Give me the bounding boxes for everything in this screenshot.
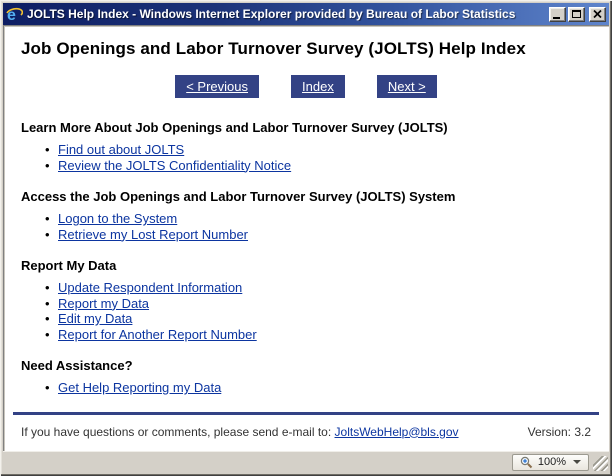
section-access-system: Access the Job Openings and Labor Turnov…	[21, 189, 591, 242]
index-button[interactable]: Index	[291, 75, 345, 98]
title-bar: e JOLTS Help Index - Windows Internet Ex…	[3, 3, 609, 25]
footer: If you have questions or comments, pleas…	[21, 425, 591, 439]
section-learn-more: Learn More About Job Openings and Labor …	[21, 120, 591, 173]
footer-message: If you have questions or comments, pleas…	[21, 424, 332, 439]
update-respondent-info-link[interactable]: Update Respondent Information	[58, 280, 243, 295]
list-item: Update Respondent Information	[45, 280, 591, 296]
zoom-control[interactable]: 100%	[511, 453, 589, 471]
section-heading: Access the Job Openings and Labor Turnov…	[21, 189, 456, 204]
list-item: Get Help Reporting my Data	[45, 380, 591, 396]
svg-text:e: e	[7, 7, 16, 23]
section-report-my-data: Report My Data Update Respondent Informa…	[21, 258, 591, 342]
ie-logo-icon: e	[6, 7, 23, 23]
next-button[interactable]: Next >	[376, 75, 437, 98]
page-content: Job Openings and Labor Turnover Survey (…	[3, 25, 609, 451]
email-link[interactable]: JoltsWebHelp@bls.gov	[334, 424, 459, 439]
maximize-button[interactable]	[568, 6, 585, 22]
close-icon	[593, 10, 602, 18]
section-heading: Report My Data	[21, 258, 117, 273]
magnifier-zoom-icon	[520, 456, 533, 468]
list-item: Find out about JOLTS	[45, 142, 591, 158]
footer-divider	[13, 411, 599, 415]
nav-button-row: < Previous Index Next >	[21, 75, 591, 98]
logon-link[interactable]: Logon to the System	[58, 211, 178, 226]
section-need-assistance: Need Assistance? Get Help Reporting my D…	[21, 358, 591, 396]
list-item: Report for Another Report Number	[45, 326, 591, 343]
list-item: Review the JOLTS Confidentiality Notice	[45, 157, 591, 174]
edit-my-data-link[interactable]: Edit my Data	[58, 311, 133, 326]
confidentiality-notice-link[interactable]: Review the JOLTS Confidentiality Notice	[58, 157, 292, 173]
section-heading: Learn More About Job Openings and Labor …	[21, 120, 448, 135]
list-item: Logon to the System	[45, 211, 591, 227]
previous-button[interactable]: < Previous	[175, 75, 260, 98]
resize-grip[interactable]	[593, 456, 608, 471]
minimize-icon	[553, 16, 560, 19]
list-item: Retrieve my Lost Report Number	[45, 226, 591, 243]
page-title: Job Openings and Labor Turnover Survey (…	[21, 39, 526, 58]
status-bar: 100%	[3, 451, 609, 473]
zoom-dropdown-caret-icon	[573, 460, 581, 464]
close-button[interactable]	[589, 6, 606, 22]
report-my-data-link[interactable]: Report my Data	[58, 295, 150, 311]
report-another-number-link[interactable]: Report for Another Report Number	[58, 326, 257, 342]
version-label: Version: 3.2	[527, 424, 591, 439]
retrieve-lost-report-number-link[interactable]: Retrieve my Lost Report Number	[58, 226, 249, 242]
find-out-about-jolts-link[interactable]: Find out about JOLTS	[58, 142, 185, 157]
list-item: Report my Data	[45, 295, 591, 312]
section-heading: Need Assistance?	[21, 358, 133, 373]
zoom-level-label: 100%	[537, 456, 566, 468]
get-help-reporting-link[interactable]: Get Help Reporting my Data	[58, 380, 222, 395]
maximize-icon	[572, 10, 581, 18]
minimize-button[interactable]	[549, 6, 566, 22]
list-item: Edit my Data	[45, 311, 591, 327]
window-title: JOLTS Help Index - Windows Internet Expl…	[27, 7, 516, 21]
